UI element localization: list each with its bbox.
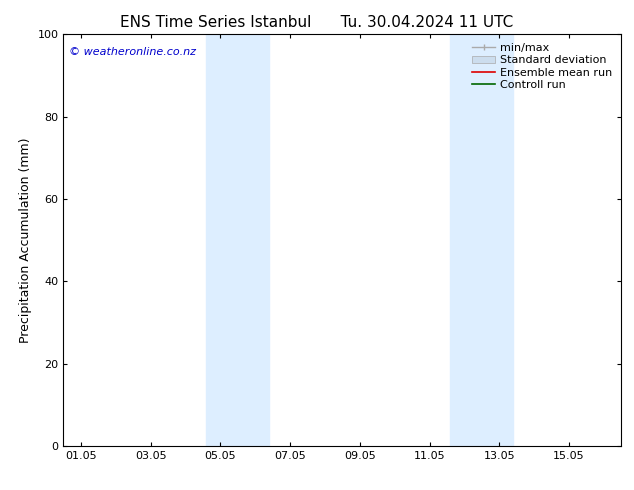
Bar <box>450 34 513 446</box>
Text: ENS Time Series Istanbul      Tu. 30.04.2024 11 UTC: ENS Time Series Istanbul Tu. 30.04.2024 … <box>120 15 514 30</box>
Legend: min/max, Standard deviation, Ensemble mean run, Controll run: min/max, Standard deviation, Ensemble me… <box>469 40 616 93</box>
Y-axis label: Precipitation Accumulation (mm): Precipitation Accumulation (mm) <box>19 137 32 343</box>
Bar <box>207 34 269 446</box>
Text: © weatheronline.co.nz: © weatheronline.co.nz <box>69 47 196 57</box>
